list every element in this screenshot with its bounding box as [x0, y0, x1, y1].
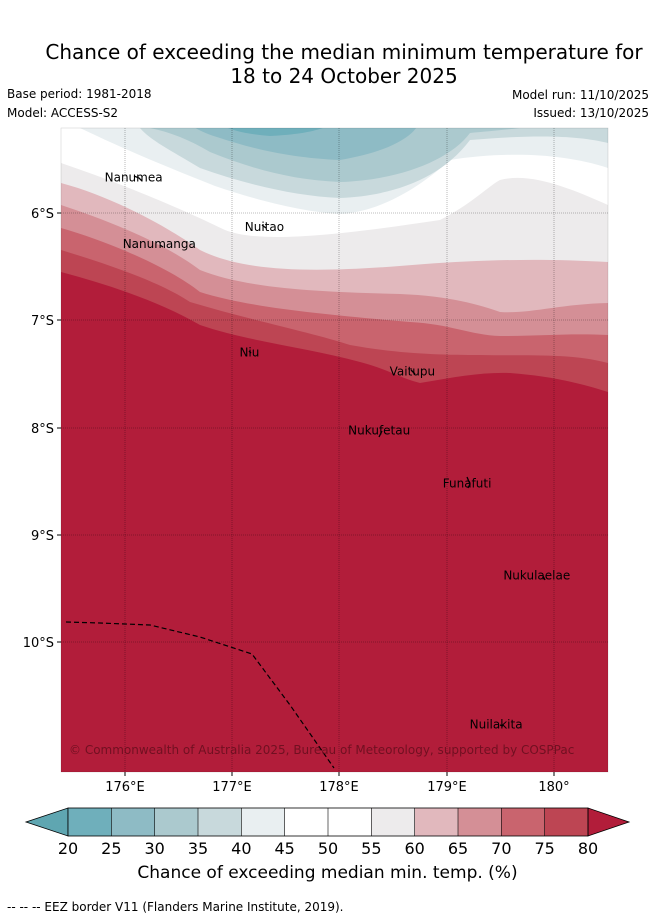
colorbar-bin [154, 808, 198, 836]
colorbar-tick-label: 45 [274, 839, 295, 858]
grid-lines [61, 128, 608, 772]
colorbar-tick-label: 65 [447, 839, 469, 858]
place-label-funafuti: Funafuti [443, 476, 492, 490]
island-outlines [133, 175, 546, 727]
colorbar-bin [68, 808, 112, 836]
colorbar-tick-label: 20 [57, 839, 79, 858]
colorbar-tick-label: 25 [101, 839, 122, 858]
colorbar-tick-label: 35 [187, 839, 209, 858]
colorbar-bin [544, 808, 588, 836]
probability-field: © Commonwealth of Australia 2025, Bureau… [61, 128, 608, 772]
place-label-nuitao: Nuitao [245, 220, 284, 234]
lat-label-10s: 10°S [23, 636, 54, 651]
colorbar-bin [458, 808, 502, 836]
model-run: Model run: 11/10/2025 [511, 88, 649, 102]
base-period: Base period: 1981-2018 [7, 87, 152, 101]
colorbar-tick-label: 60 [404, 839, 425, 858]
colorbar-tick-label: 40 [231, 839, 252, 858]
lon-label-177e: 177°E [212, 780, 252, 795]
colorbar-bin [111, 808, 155, 836]
colorbar [24, 807, 631, 837]
lat-label-7s: 7°S [31, 314, 54, 329]
lon-label-179e: 179°E [427, 780, 467, 795]
lat-label-8s: 8°S [31, 422, 54, 437]
place-label-nanumanga: Nanumanga [123, 237, 196, 251]
lat-label-6s: 6°S [31, 207, 54, 222]
colorbar-label: Chance of exceeding median min. temp. (%… [137, 863, 518, 883]
title-line-1: Chance of exceeding the median minimum t… [45, 40, 643, 64]
colorbar-tick-label: 80 [577, 839, 599, 858]
lon-label-180: 180° [538, 780, 569, 795]
place-label-vaitupu: Vaitupu [390, 365, 436, 379]
colorbar-bin [371, 808, 415, 836]
colorbar-extend-low [24, 807, 69, 837]
place-label-nanumea: Nanumea [105, 171, 163, 185]
colorbar-extend-high [587, 807, 631, 837]
place-label-nukulaelae: Nukulaelae [503, 569, 570, 583]
colorbar-tick-label: 70 [491, 839, 512, 858]
place-labels: Nanumea Nuitao Nanumanga Niu Vaitupu Nukufeta… [105, 171, 571, 732]
colorbar-tick-label: 30 [144, 839, 165, 858]
title-line-2: 18 to 24 October 2025 [230, 64, 458, 88]
lon-label-178e: 178°E [319, 780, 359, 795]
colorbar-bin [414, 808, 458, 836]
place-label-nuilakita: Nuilakita [470, 718, 523, 732]
colorbar-bin [198, 808, 242, 836]
issued-date: Issued: 13/10/2025 [533, 106, 649, 120]
lon-label-176e: 176°E [105, 780, 145, 795]
colorbar-tick-label: 50 [317, 839, 339, 858]
copyright-notice: © Commonwealth of Australia 2025, Bureau… [69, 743, 574, 757]
colorbar-tick-label: 55 [361, 839, 382, 858]
colorbar-bin [241, 808, 285, 836]
eez-border [65, 621, 335, 769]
colorbar-bin [284, 808, 328, 836]
map-title: Chance of exceeding the median minimum t… [0, 40, 655, 88]
place-label-niu: Niu [239, 345, 259, 359]
colorbar-bin [328, 808, 372, 836]
colorbar-tick-label: 75 [534, 839, 555, 858]
model-name: Model: ACCESS-S2 [7, 106, 119, 120]
place-label-nukufetau: Nukufetau [348, 424, 410, 438]
eez-footnote: -- -- -- EEZ border V11 (Flanders Marine… [7, 900, 344, 914]
lat-label-9s: 9°S [31, 529, 54, 544]
colorbar-bin [501, 808, 545, 836]
